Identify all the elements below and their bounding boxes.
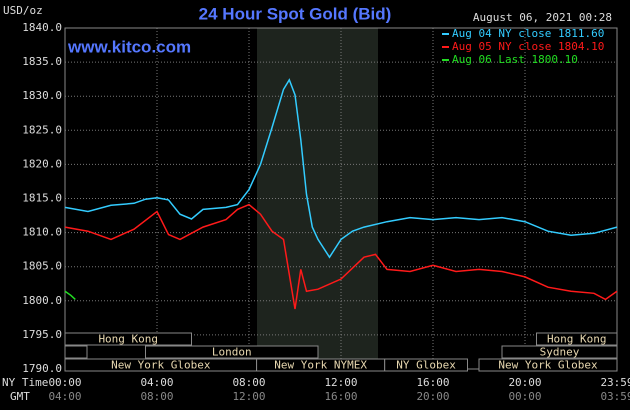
session-label: New York Globex (111, 359, 211, 372)
legend-entry: Aug 06 Last 1800.10 (452, 53, 578, 66)
session-box (478, 358, 618, 372)
session-label: Hong Kong (98, 333, 158, 346)
y-tick-label: 1800.0 (22, 294, 62, 307)
x-row-label: NY Time (2, 376, 48, 389)
timestamp: August 06, 2021 00:28 (473, 11, 612, 24)
x-tick-label: 04:00 (140, 376, 173, 389)
x-row-label: GMT (10, 390, 30, 403)
session-box (145, 345, 319, 359)
x-tick-label: 20:00 (508, 376, 541, 389)
y-label: USD/oz (3, 4, 43, 17)
x-tick-label-gmt: 20:00 (416, 390, 449, 403)
x-tick-label: 08:00 (232, 376, 265, 389)
session-box (64, 332, 192, 346)
chart-title: 24 Hour Spot Gold (Bid) (199, 4, 392, 23)
x-tick-label-gmt: 03:59 (600, 390, 630, 403)
y-tick-label: 1790.0 (22, 362, 62, 375)
session-box (536, 332, 618, 346)
y-tick-label: 1840.0 (22, 21, 62, 34)
y-tick-label: 1820.0 (22, 157, 62, 170)
session-label: New York NYMEX (274, 359, 367, 372)
x-tick-label: 00:00 (48, 376, 81, 389)
price-line (64, 78, 618, 259)
session-label: Sydney (540, 346, 580, 359)
x-tick-label: 23:59 (600, 376, 630, 389)
y-tick-label: 1805.0 (22, 260, 62, 273)
price-line (64, 290, 76, 300)
legend-entry: Aug 05 NY close 1804.10 (452, 40, 604, 53)
x-tick-label-gmt: 08:00 (140, 390, 173, 403)
x-tick-label-gmt: 16:00 (324, 390, 357, 403)
x-tick-label-gmt: 04:00 (48, 390, 81, 403)
watermark: www.kitco.com (67, 37, 191, 56)
y-tick-label: 1825.0 (22, 123, 62, 136)
y-tick-label: 1810.0 (22, 226, 62, 239)
session-box (384, 358, 469, 372)
legend-entry: Aug 04 NY close 1811.60 (452, 27, 604, 40)
x-tick-label-gmt: 12:00 (232, 390, 265, 403)
y-tick-label: 1815.0 (22, 192, 62, 205)
x-tick-label-gmt: 00:00 (508, 390, 541, 403)
y-tick-label: 1835.0 (22, 55, 62, 68)
session-label: New York Globex (498, 359, 598, 372)
x-tick-label: 16:00 (416, 376, 449, 389)
y-tick-label: 1830.0 (22, 89, 62, 102)
session-box (501, 345, 618, 359)
session-label: London (212, 346, 252, 359)
y-tick-label: 1795.0 (22, 328, 62, 341)
x-tick-label: 12:00 (324, 376, 357, 389)
price-line (64, 203, 618, 310)
session-label: NY Globex (396, 359, 456, 372)
session-label: Hong Kong (547, 333, 607, 346)
